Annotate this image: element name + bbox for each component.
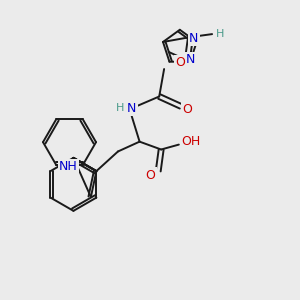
Text: N: N [189, 32, 198, 45]
Text: H: H [216, 29, 224, 39]
Text: H: H [116, 103, 124, 113]
Text: N: N [185, 53, 195, 66]
Text: OH: OH [181, 135, 200, 148]
Text: N: N [127, 102, 136, 115]
Text: NH: NH [59, 160, 78, 173]
Text: O: O [183, 103, 193, 116]
Text: O: O [146, 169, 155, 182]
Text: O: O [176, 56, 186, 69]
